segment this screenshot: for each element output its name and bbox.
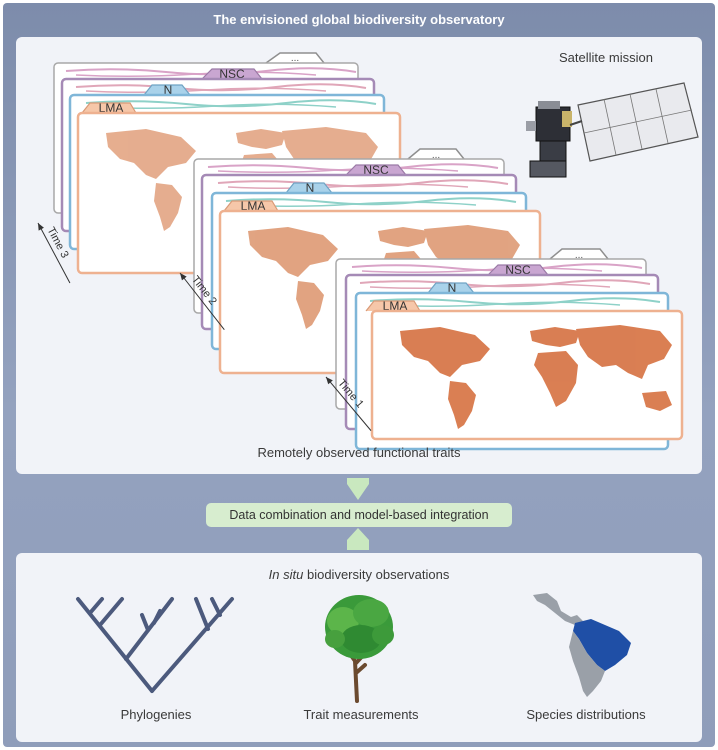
south-america-map-icon xyxy=(533,593,631,697)
observatory-frame: The envisioned global biodiversity obser… xyxy=(3,3,715,747)
svg-text:LMA: LMA xyxy=(383,299,408,313)
integration-arrows xyxy=(347,478,369,550)
integration-label: Data combination and model-based integra… xyxy=(206,503,512,527)
svg-text:...: ... xyxy=(291,53,299,64)
remote-traits-label: Remotely observed functional traits xyxy=(257,445,461,460)
satellite-mission-label: Satellite mission xyxy=(559,50,653,65)
svg-text:N: N xyxy=(306,181,315,195)
phylogenies-label: Phylogenies xyxy=(120,707,192,722)
phylogeny-tree-icon xyxy=(76,597,234,693)
svg-text:LMA: LMA xyxy=(99,101,124,115)
svg-text:...: ... xyxy=(432,150,440,161)
map-stacks: ... NSC N LMA xyxy=(37,52,699,451)
stack-time-1: ... NSC N LMA xyxy=(325,248,684,451)
remote-sensing-panel: ... NSC N LMA xyxy=(16,37,702,474)
satellite-icon xyxy=(526,82,699,178)
species-distributions-label: Species distributions xyxy=(526,707,646,722)
figure-title: The envisioned global biodiversity obser… xyxy=(213,12,505,27)
trait-measurements-label: Trait measurements xyxy=(303,707,419,722)
tree-icon xyxy=(325,595,394,703)
svg-text:N: N xyxy=(448,281,457,295)
svg-text:LMA: LMA xyxy=(241,199,266,213)
lma-card: LMA xyxy=(365,299,684,441)
svg-text:N: N xyxy=(164,83,173,97)
down-arrow-icon xyxy=(347,478,369,500)
svg-text:NSC: NSC xyxy=(363,163,389,177)
svg-text:...: ... xyxy=(575,250,583,261)
insitu-title: In situ biodiversity observations xyxy=(268,567,450,582)
up-arrow-icon xyxy=(347,528,369,550)
insitu-panel: In situ biodiversity observations Phylog… xyxy=(16,553,702,742)
svg-text:NSC: NSC xyxy=(505,263,531,277)
svg-text:NSC: NSC xyxy=(219,67,245,81)
